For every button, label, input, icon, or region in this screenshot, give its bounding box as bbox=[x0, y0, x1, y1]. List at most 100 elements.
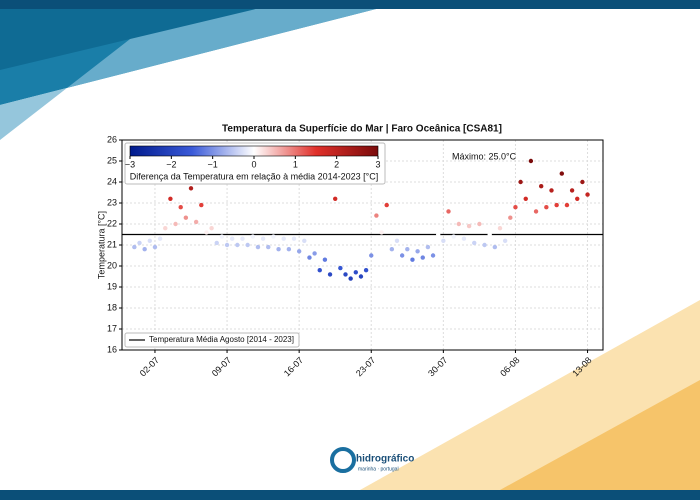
data-point bbox=[580, 179, 585, 185]
plot-frame bbox=[121, 139, 604, 351]
data-point bbox=[312, 251, 317, 256]
data-point bbox=[358, 274, 364, 279]
data-point bbox=[528, 158, 534, 164]
data-point bbox=[245, 242, 250, 248]
legend-box bbox=[124, 332, 300, 348]
data-point bbox=[266, 244, 271, 250]
data-point bbox=[168, 196, 173, 201]
y-tick-label: 17 bbox=[107, 323, 117, 333]
y-tick-label: 21 bbox=[107, 239, 117, 249]
data-point bbox=[559, 171, 565, 176]
data-point bbox=[209, 226, 214, 231]
data-point bbox=[410, 257, 415, 262]
data-point bbox=[157, 236, 163, 241]
data-point bbox=[183, 215, 189, 220]
data-point bbox=[585, 192, 590, 197]
y-tick-label: 25 bbox=[107, 155, 117, 165]
data-point bbox=[193, 219, 199, 225]
data-point bbox=[348, 276, 353, 281]
logo-subtext: marinha · portugal bbox=[358, 466, 399, 472]
data-point bbox=[235, 242, 240, 248]
data-point bbox=[575, 196, 580, 201]
data-point bbox=[353, 270, 359, 275]
data-point bbox=[317, 268, 322, 273]
data-point bbox=[338, 265, 343, 271]
data-point bbox=[436, 232, 441, 237]
bottom-band bbox=[0, 490, 700, 500]
data-point bbox=[466, 223, 472, 229]
y-tick-label: 24 bbox=[107, 176, 117, 186]
data-point bbox=[513, 205, 518, 210]
data-point bbox=[554, 202, 559, 208]
data-point bbox=[415, 249, 420, 254]
top-band bbox=[0, 0, 700, 9]
data-point bbox=[539, 184, 544, 189]
y-tick-label: 16 bbox=[107, 344, 117, 354]
colorbar bbox=[129, 145, 379, 157]
y-tick-label: 22 bbox=[107, 218, 117, 228]
data-point bbox=[492, 244, 498, 250]
data-point bbox=[502, 238, 508, 243]
logo-icon bbox=[330, 447, 356, 473]
data-point bbox=[472, 240, 477, 246]
data-point bbox=[487, 232, 492, 237]
data-point bbox=[394, 238, 400, 243]
decor-left-dark bbox=[0, 8, 260, 70]
data-point bbox=[199, 202, 204, 208]
data-point bbox=[260, 236, 266, 241]
data-point bbox=[425, 244, 431, 250]
data-point bbox=[456, 221, 462, 227]
data-point bbox=[286, 247, 292, 252]
data-point bbox=[405, 247, 410, 252]
data-point bbox=[271, 234, 276, 239]
data-point bbox=[446, 209, 451, 214]
data-point bbox=[343, 272, 348, 277]
data-point bbox=[137, 240, 142, 246]
data-point bbox=[544, 205, 549, 210]
data-point bbox=[173, 221, 178, 227]
y-tick-label: 26 bbox=[107, 134, 117, 144]
data-point bbox=[204, 230, 209, 235]
data-point bbox=[497, 226, 503, 231]
data-point bbox=[549, 188, 554, 193]
colorbar-tick-label: 2 bbox=[334, 159, 339, 169]
data-point bbox=[533, 209, 539, 214]
data-point bbox=[291, 236, 297, 241]
data-point bbox=[477, 221, 482, 227]
data-point bbox=[307, 255, 312, 260]
data-point bbox=[327, 272, 333, 277]
data-point bbox=[188, 186, 194, 191]
data-point bbox=[322, 257, 328, 262]
colorbar-tick-label: −2 bbox=[166, 159, 176, 169]
y-tick-label: 20 bbox=[107, 260, 117, 270]
data-point bbox=[302, 238, 307, 243]
y-tick-label: 23 bbox=[107, 197, 117, 207]
y-tick-label: 19 bbox=[107, 281, 117, 291]
data-point bbox=[142, 247, 147, 252]
data-point bbox=[230, 236, 235, 241]
data-point bbox=[224, 242, 230, 248]
data-point bbox=[451, 234, 456, 239]
decor-right bbox=[500, 380, 700, 490]
colorbar-tick-label: −1 bbox=[208, 159, 218, 169]
decor-left-light bbox=[0, 8, 380, 140]
data-point bbox=[482, 242, 487, 248]
data-point bbox=[333, 196, 338, 201]
data-point bbox=[240, 236, 245, 241]
colorbar-label: Diferença da Temperatura em relação à mé… bbox=[130, 171, 379, 181]
data-point bbox=[420, 255, 425, 260]
data-point bbox=[152, 244, 158, 250]
chart-title: Temperatura da Superfície do Mar | Faro … bbox=[222, 124, 502, 135]
data-point bbox=[281, 236, 286, 241]
data-point bbox=[389, 247, 395, 252]
data-point bbox=[132, 244, 137, 250]
data-point bbox=[379, 230, 384, 235]
annotation: Máximo: 25.0°C bbox=[452, 151, 517, 161]
data-point bbox=[508, 215, 513, 220]
logo-text: hidrográfico bbox=[356, 454, 414, 465]
data-point bbox=[569, 188, 575, 193]
data-point bbox=[296, 249, 302, 254]
data-point bbox=[374, 213, 379, 218]
data-point bbox=[214, 240, 219, 246]
